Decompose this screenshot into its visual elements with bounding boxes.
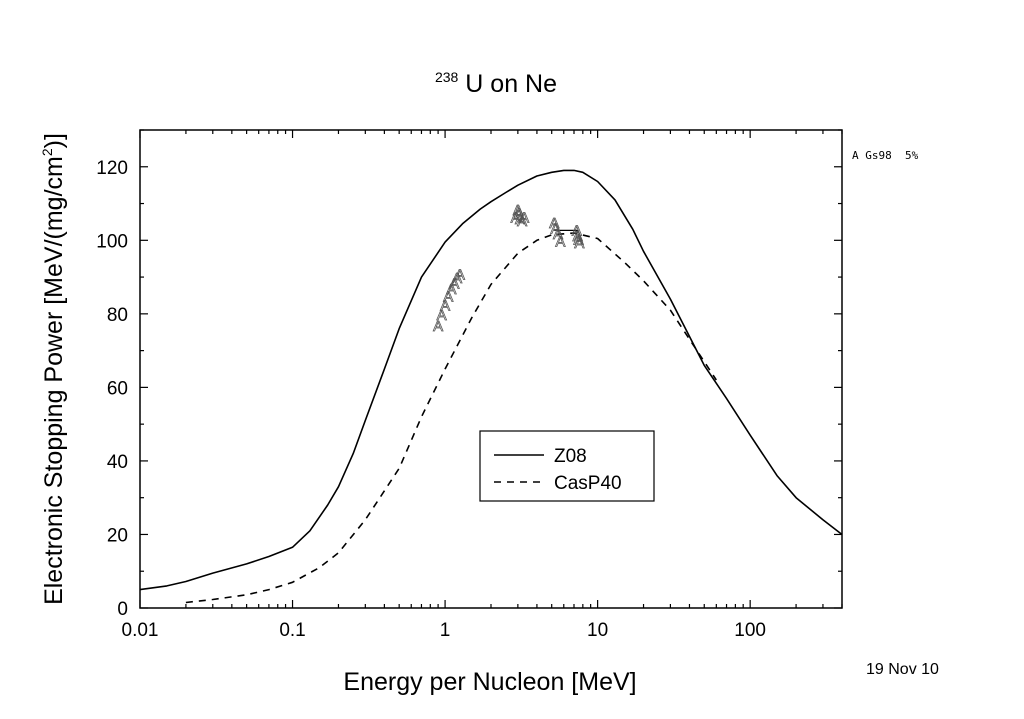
data-point-marker: A <box>443 288 453 305</box>
data-point-marker: A <box>449 276 459 293</box>
data-point-marker: A <box>455 266 465 283</box>
data-point-marker: A <box>446 281 456 298</box>
data-point-marker: A <box>519 209 529 226</box>
date-stamp: 19 Nov 10 <box>866 661 939 678</box>
y-tick-label: 0 <box>117 599 128 620</box>
chart-title: 238 U on Ne <box>435 60 557 98</box>
x-axis-label: Energy per Nucleon [MeV] <box>343 668 636 696</box>
tick-labels: 0.01 0.1 1 10 100 0 20 40 60 80 100 120 <box>96 158 766 641</box>
y-tick-label: 40 <box>107 452 128 473</box>
series-line-z08 <box>139 169 843 591</box>
legend-label-casp40: CasP40 <box>554 473 622 494</box>
y-axis-label-close: )] <box>40 133 68 148</box>
y-axis-label-sup: 2 <box>39 148 55 156</box>
x-tick-label: 1 <box>440 620 451 641</box>
data-point-marker: A <box>573 228 583 245</box>
data-point-marker: A <box>433 318 443 335</box>
data-point-marker: A <box>511 209 521 226</box>
data-point-marker: A <box>574 235 584 252</box>
data-point-marker: A <box>549 215 559 232</box>
series-line-casp40 <box>185 232 717 604</box>
y-axis-label: Electronic Stopping Power [MeV/(mg/cm2)] <box>39 133 68 605</box>
data-point-marker: A <box>515 211 525 228</box>
marker-note: A Gs98 5% <box>852 149 919 162</box>
x-tick-label: 0.1 <box>279 620 305 641</box>
data-point-marker: A <box>553 226 563 243</box>
y-tick-label: 60 <box>107 378 128 399</box>
data-point-marker: A <box>572 222 582 239</box>
y-axis-label-main: Electronic Stopping Power [MeV/(mg/cm <box>40 156 68 605</box>
data-point-marker: A <box>440 298 450 315</box>
x-tick-label: 100 <box>734 620 766 641</box>
legend: Z08 CasP40 <box>479 430 655 502</box>
axis-ticks <box>139 129 843 609</box>
x-tick-label: 0.01 <box>122 620 159 641</box>
data-point-marker: A <box>452 270 462 287</box>
y-tick-label: 100 <box>96 231 128 252</box>
data-point-marker: A <box>514 206 524 223</box>
y-tick-label: 80 <box>107 305 128 326</box>
series-lines <box>139 169 843 604</box>
data-point-marker: A <box>555 233 565 250</box>
title-main: U on Ne <box>465 70 557 98</box>
data-point-marker: A <box>437 307 447 324</box>
legend-box <box>479 430 655 502</box>
data-point-marker: A <box>513 202 523 219</box>
data-point-marker: A <box>551 220 561 237</box>
data-point-marker: A <box>574 231 584 248</box>
y-tick-label: 20 <box>107 525 128 546</box>
y-tick-label: 120 <box>96 158 128 179</box>
data-point-marker: A <box>517 213 527 230</box>
x-tick-label: 10 <box>587 620 608 641</box>
legend-label-z08: Z08 <box>554 446 587 467</box>
title-superscript: 238 <box>435 69 459 85</box>
